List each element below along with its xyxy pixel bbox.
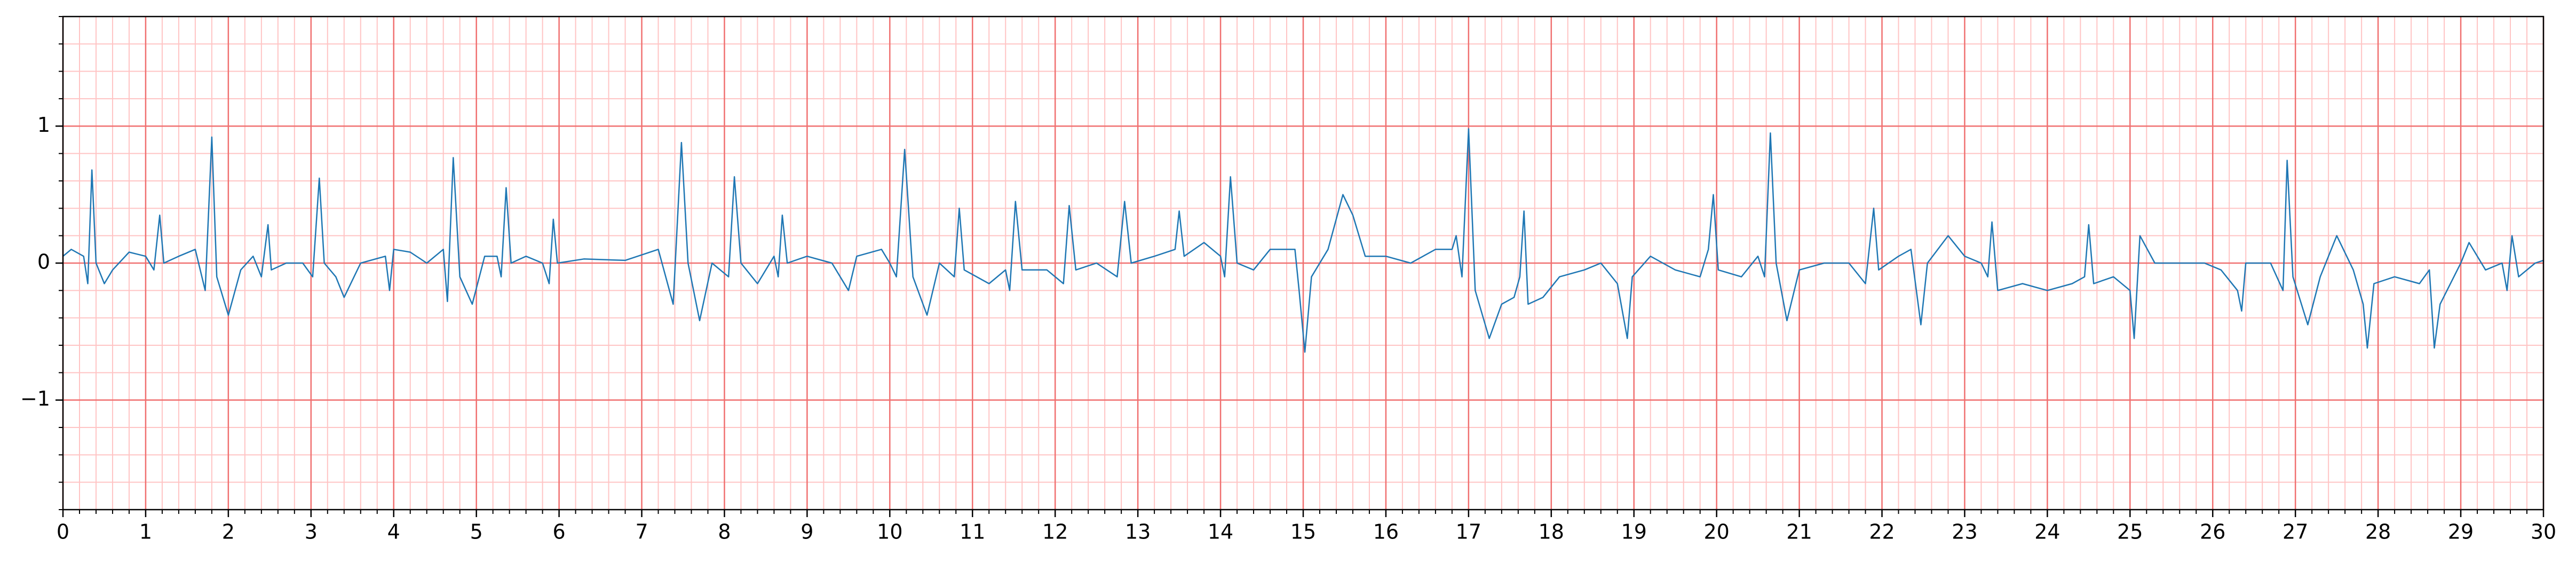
- x-tick-label: 21: [1786, 520, 1812, 544]
- x-tick-label: 8: [718, 520, 731, 544]
- x-tick-label: 4: [387, 520, 400, 544]
- x-tick-label: 27: [2282, 520, 2308, 544]
- x-tick-label: 6: [553, 520, 566, 544]
- x-tick-label: 17: [1456, 520, 1481, 544]
- x-tick-label: 18: [1539, 520, 1564, 544]
- x-tick-label: 23: [1952, 520, 1977, 544]
- x-tick-label: 19: [1621, 520, 1647, 544]
- ecg-line: [62, 128, 2544, 353]
- x-tick-label: 11: [960, 520, 985, 544]
- x-tick-label: 3: [305, 520, 318, 544]
- x-tick-label: 13: [1125, 520, 1151, 544]
- y-tick-label: −1: [20, 387, 50, 410]
- x-tick-label: 30: [2531, 520, 2556, 544]
- x-tick-label: 10: [877, 520, 902, 544]
- x-tick-label: 1: [139, 520, 152, 544]
- x-tick-label: 2: [222, 520, 235, 544]
- x-tick-label: 28: [2365, 520, 2391, 544]
- y-tick-label: 0: [37, 250, 50, 274]
- x-tick-label: 0: [57, 520, 69, 544]
- x-tick-label: 15: [1290, 520, 1316, 544]
- x-tick-label: 25: [2117, 520, 2143, 544]
- x-tick-label: 7: [635, 520, 648, 544]
- x-tick-label: 14: [1208, 520, 1233, 544]
- x-tick-label: 16: [1373, 520, 1399, 544]
- plot-frame: [62, 15, 2545, 511]
- x-tick-label: 9: [800, 520, 813, 544]
- x-tick-label: 24: [2034, 520, 2060, 544]
- y-tick-label: 1: [37, 113, 50, 137]
- x-tick-label: 22: [1869, 520, 1895, 544]
- x-tick-label: 26: [2200, 520, 2225, 544]
- x-tick-label: 29: [2448, 520, 2474, 544]
- x-tick-label: 20: [1703, 520, 1729, 544]
- x-tick-label: 5: [470, 520, 483, 544]
- x-tick-label: 12: [1042, 520, 1068, 544]
